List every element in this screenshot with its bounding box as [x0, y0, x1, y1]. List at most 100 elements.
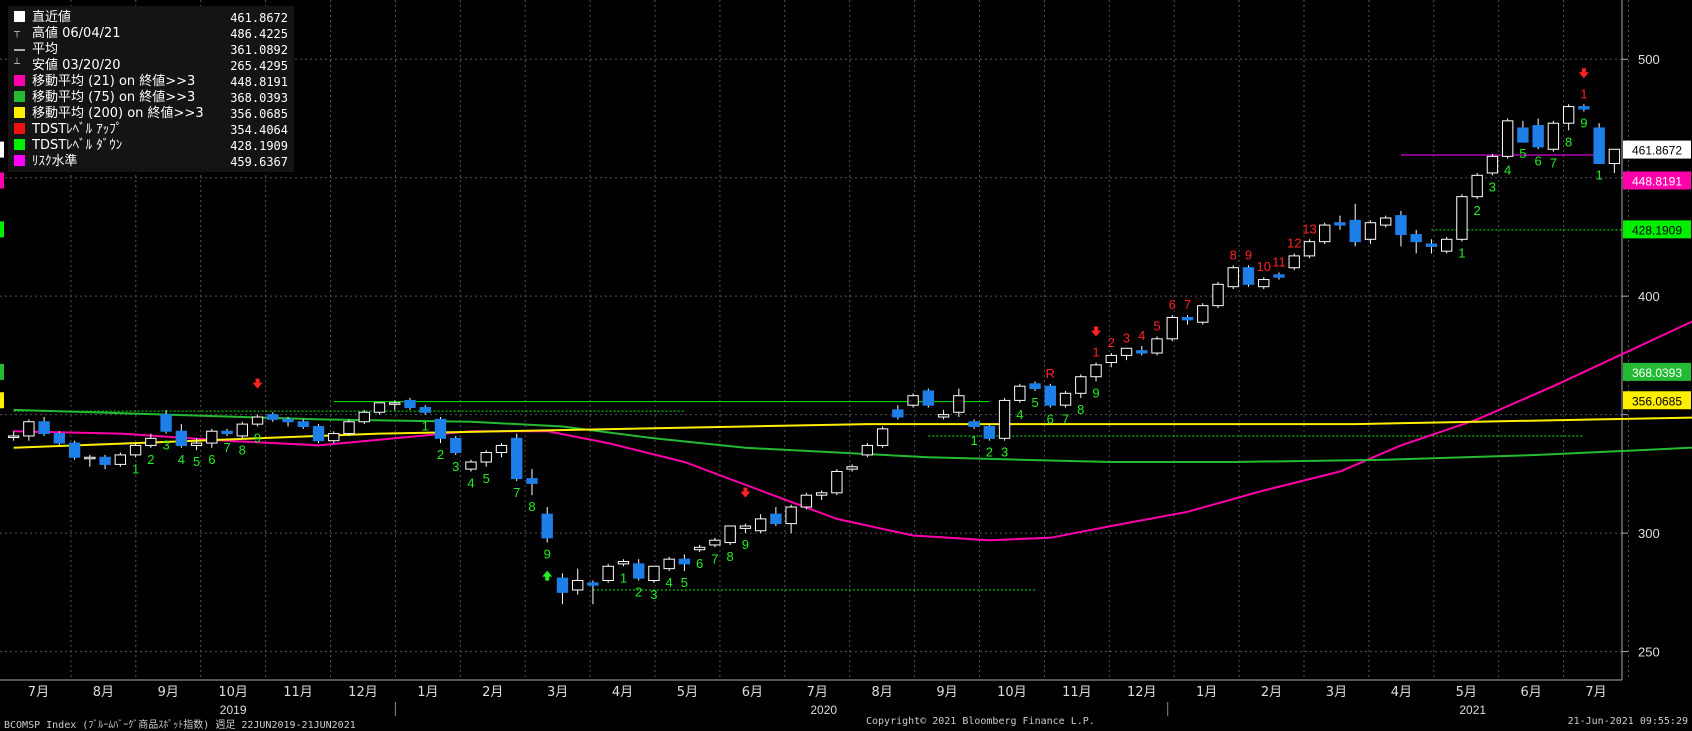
candle-body — [1486, 155, 1499, 174]
td-sell-count: 5 — [1153, 318, 1160, 333]
legend-row-avg: 平均 361.0892 — [10, 42, 294, 58]
td-buy-count: 4 — [1016, 407, 1023, 422]
legend-value: 354.4064 — [230, 123, 288, 137]
td-buy-count: 4 — [1504, 163, 1511, 178]
x-tick-label: 7月 — [28, 685, 49, 700]
td-buy-count: 9 — [544, 547, 551, 562]
down-arrow-icon — [1091, 326, 1102, 337]
td-buy-count: 5 — [193, 454, 200, 469]
td-sell-count: 6 — [1169, 297, 1176, 312]
candle-body — [1349, 219, 1361, 243]
candle-body — [343, 421, 355, 435]
td-buy-count: 8 — [528, 499, 535, 514]
legend-value: 459.6367 — [230, 155, 288, 169]
candle-body — [419, 407, 431, 413]
legend-row-ma21: 移動平均 (21) on 終値>>3 448.8191 — [10, 74, 294, 90]
td-buy-count: 8 — [1077, 402, 1084, 417]
x-tick-label: 2月 — [1261, 685, 1282, 700]
td-buy-count: 6 — [208, 452, 215, 467]
legend-row-high: ┬ 高値 06/04/21 486.4225 — [10, 26, 294, 42]
candle-body — [114, 454, 127, 465]
td-sell-count: 11 — [1272, 254, 1286, 269]
candle-body — [831, 470, 843, 494]
price-tag-label: 356.0685 — [1632, 394, 1682, 408]
td-buy-count: 3 — [650, 587, 657, 602]
legend-label: 安値 03/20/20 — [32, 58, 121, 73]
legend-marker-last — [14, 11, 25, 22]
candle-body — [1059, 392, 1072, 406]
candle-body — [1608, 148, 1621, 164]
td-buy-count: 2 — [986, 445, 993, 460]
td-buy-count: 1 — [970, 433, 977, 448]
price-tag-label: 428.1909 — [1632, 223, 1682, 237]
candle-body — [1562, 106, 1575, 124]
x-tick-label: 8月 — [93, 685, 114, 700]
candle-body — [68, 442, 81, 458]
candle-body — [1120, 347, 1133, 356]
x-tick-label: 5月 — [1456, 685, 1477, 700]
candle-body — [99, 456, 111, 465]
legend-label: 平均 — [32, 42, 59, 57]
legend-marker-tdst-up — [14, 123, 25, 134]
legend-label: 移動平均 (200) on 終値>>3 — [32, 106, 204, 121]
candle-body — [998, 399, 1011, 439]
x-tick-label: 7月 — [807, 685, 828, 700]
candle-body — [1532, 125, 1544, 148]
left-edge-tag — [0, 392, 4, 409]
candle-body — [617, 561, 630, 565]
td-buy-count: 1 — [422, 419, 429, 434]
candle-body — [815, 492, 828, 496]
candle-body — [648, 565, 660, 581]
td-buy-count: 4 — [178, 452, 185, 467]
legend-label: 高値 06/04/21 — [32, 26, 121, 41]
moving-average-line — [13, 416, 1692, 449]
candle-body — [1105, 354, 1117, 364]
x-tick-label: 5月 — [677, 685, 698, 700]
td-buy-count: 9 — [1092, 385, 1099, 400]
td-buy-count: 4 — [666, 575, 673, 590]
td-buy-count: 5 — [483, 471, 490, 486]
footer-timestamp: 21-Jun-2021 09:55:29 — [1567, 716, 1688, 727]
td-buy-count: 9 — [1580, 115, 1587, 130]
legend-value: 265.4295 — [230, 59, 288, 73]
td-buy-count: 5 — [1031, 395, 1038, 410]
td-sell-count: 3 — [1123, 330, 1130, 345]
price-tag-bg — [1623, 171, 1691, 190]
candle-body — [572, 579, 584, 591]
price-tag-bg — [1623, 140, 1691, 159]
candle-body — [907, 395, 919, 406]
candle-body — [1090, 364, 1102, 378]
candle-body — [1166, 316, 1178, 340]
candle-body — [434, 418, 447, 439]
y-tick-label: 500 — [1638, 52, 1660, 67]
price-tag-bg — [1623, 391, 1691, 410]
candle-body — [511, 437, 523, 480]
x-tick-label: 4月 — [612, 685, 633, 700]
legend-row-risk: ﾘｽｸ水準 459.6367 — [10, 154, 294, 170]
td-buy-count: 1 — [620, 570, 627, 585]
td-buy-count: 8 — [1565, 134, 1572, 149]
candle-body — [1136, 350, 1148, 354]
candle-body — [1273, 274, 1285, 278]
candle-body — [1151, 338, 1163, 354]
x-tick-label: 11月 — [1062, 685, 1092, 700]
left-edge-tag — [0, 363, 4, 380]
candle-body — [358, 411, 370, 423]
down-arrow-icon — [252, 378, 263, 389]
legend: 直近値 461.8672 ┬ 高値 06/04/21 486.4225 平均 361.0… — [8, 6, 294, 172]
candle-body — [1044, 385, 1056, 406]
candle-body — [1288, 255, 1300, 269]
legend-value: 448.8191 — [230, 75, 288, 89]
candle-body — [1258, 279, 1270, 288]
td-sell-count: R — [1046, 366, 1055, 381]
candle-body — [236, 423, 248, 437]
left-edge-tag — [0, 172, 4, 189]
x-tick-label: 2月 — [482, 685, 503, 700]
candle-body — [709, 539, 721, 546]
candle-body — [1364, 222, 1377, 240]
candle-body — [160, 414, 172, 432]
td-buy-count: 3 — [162, 438, 169, 453]
candle-body — [1227, 267, 1239, 288]
x-tick-label: 11月 — [283, 685, 313, 700]
footer-copyright: Copyright© 2021 Bloomberg Finance L.P. — [866, 716, 1095, 727]
